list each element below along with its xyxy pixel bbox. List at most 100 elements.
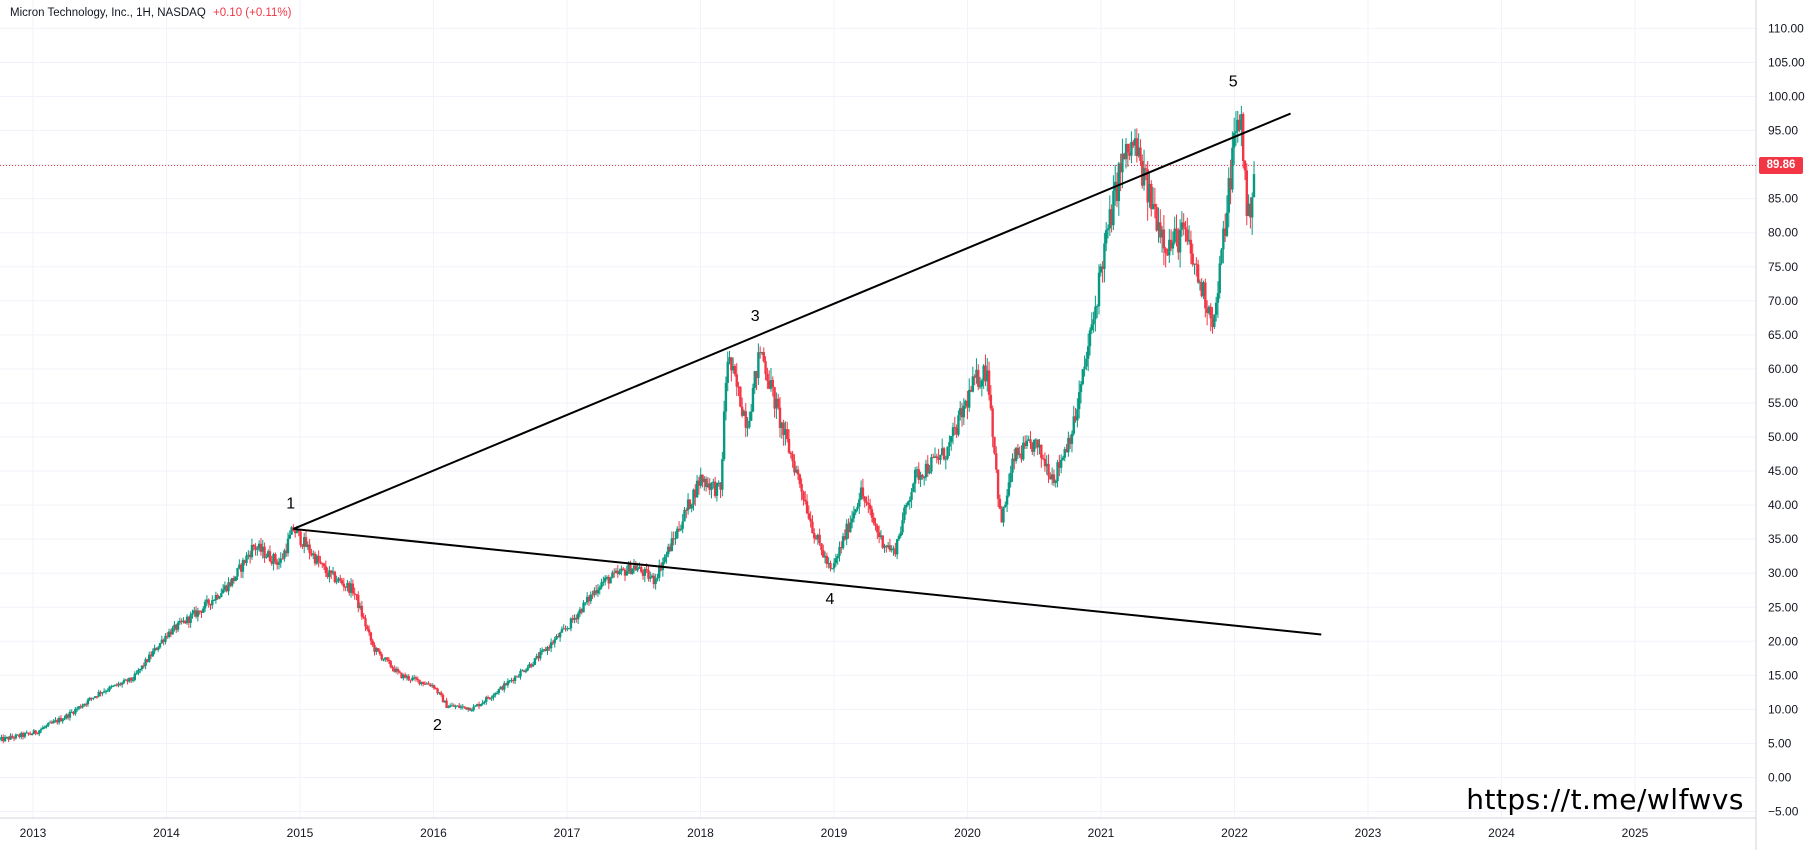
candle-body <box>816 534 820 539</box>
candle-body <box>135 673 138 675</box>
candle-body <box>70 711 73 713</box>
candle-body <box>832 563 836 569</box>
symbol-header: Micron Technology, Inc., 1H, NASDAQ +0.1… <box>10 7 291 19</box>
candle-body <box>1241 114 1245 161</box>
candle-body <box>1018 453 1021 456</box>
candle-body <box>126 679 129 682</box>
candle-body <box>1195 263 1198 265</box>
candle-body <box>744 411 747 428</box>
candle-body <box>1081 369 1084 385</box>
candle-body <box>620 568 623 572</box>
time-tick-label: 2016 <box>420 826 447 840</box>
trendline[interactable] <box>292 112 1291 530</box>
candle-body <box>519 670 522 677</box>
candle-body <box>991 408 994 437</box>
candle-body <box>1079 384 1083 393</box>
candle-body <box>993 436 996 454</box>
candle-body <box>1074 416 1077 421</box>
candle-body <box>978 386 982 388</box>
candle-body <box>503 683 506 690</box>
candle-body <box>306 544 310 547</box>
candle-body <box>1094 306 1097 320</box>
candle-body <box>1022 442 1025 460</box>
candle-body <box>301 544 304 547</box>
candle-body <box>921 474 924 478</box>
candle-body <box>605 576 609 578</box>
candle-body <box>131 679 135 681</box>
candle-body <box>459 706 463 708</box>
candle-body <box>349 583 353 593</box>
candle-body <box>540 650 544 652</box>
candle-body <box>128 677 131 682</box>
candle-body <box>293 530 297 534</box>
candle-body <box>686 499 690 511</box>
candle-body <box>376 648 380 652</box>
wave-label: 4 <box>826 591 835 608</box>
candle-body <box>1036 439 1039 448</box>
candle-body <box>151 651 155 657</box>
trendline[interactable] <box>293 527 1322 636</box>
candle-body <box>394 668 398 672</box>
candle-body <box>522 670 526 672</box>
candle-body <box>751 387 755 412</box>
candle-body <box>573 617 576 620</box>
price-axis[interactable]: −5.00 0.00 5.00 10.00 15.00 20.00 25.00 30.00 35… <box>1768 21 1805 818</box>
candle-body <box>342 583 346 587</box>
candle-body <box>715 482 719 496</box>
candle-body <box>41 727 45 730</box>
candle-body <box>189 614 192 623</box>
candle-body <box>5 736 9 738</box>
candle-body <box>641 571 645 576</box>
candle-body <box>1052 474 1056 483</box>
candle-body <box>476 704 479 706</box>
price-tick-label: 45.00 <box>1768 464 1798 478</box>
candle-body <box>524 670 528 672</box>
candle-body <box>964 400 967 406</box>
candle-body <box>448 705 452 708</box>
candle-body <box>1243 160 1247 171</box>
candle-body <box>739 386 742 407</box>
candle-body <box>1119 163 1122 173</box>
candle-body <box>472 706 475 711</box>
candle-body <box>1061 457 1065 460</box>
candle-body <box>409 679 412 681</box>
candle-body <box>935 456 938 458</box>
candle-body <box>281 558 284 560</box>
candle-body <box>304 537 308 547</box>
candle-body <box>728 357 731 362</box>
candle-body <box>800 483 803 492</box>
candle-body <box>308 544 311 553</box>
candle-body <box>1056 462 1059 482</box>
candle-body <box>1166 252 1169 256</box>
candle-body <box>953 427 957 429</box>
candle-body <box>647 570 650 579</box>
candle-body <box>578 609 582 614</box>
candle-body <box>72 711 75 714</box>
candle-body <box>836 556 839 559</box>
candle-body <box>48 722 52 724</box>
candle-body <box>571 618 574 620</box>
candle-body <box>1173 228 1176 243</box>
candle-body <box>439 692 443 695</box>
candle-body <box>164 635 167 642</box>
candle-body <box>312 553 315 556</box>
candle-body <box>890 548 893 551</box>
candle-body <box>494 693 497 696</box>
candle-body <box>288 534 291 539</box>
candle-body <box>1130 141 1133 156</box>
trendlines[interactable] <box>292 112 1322 636</box>
candle-body <box>677 528 681 531</box>
candle-body <box>1200 282 1203 297</box>
candle-body <box>387 659 391 662</box>
candle-body <box>1000 508 1003 523</box>
candle-body <box>191 613 194 615</box>
candle-body <box>452 705 455 707</box>
candle-body <box>148 654 151 662</box>
candle-body <box>1222 228 1225 250</box>
candle-body <box>1182 222 1185 228</box>
time-tick-label: 2014 <box>153 826 180 840</box>
candle-body <box>353 593 356 595</box>
time-axis[interactable]: 2013 2014 2015 2016 2017 2018 2019 2020 2021 2022… <box>20 826 1649 840</box>
candle-body <box>614 570 618 573</box>
